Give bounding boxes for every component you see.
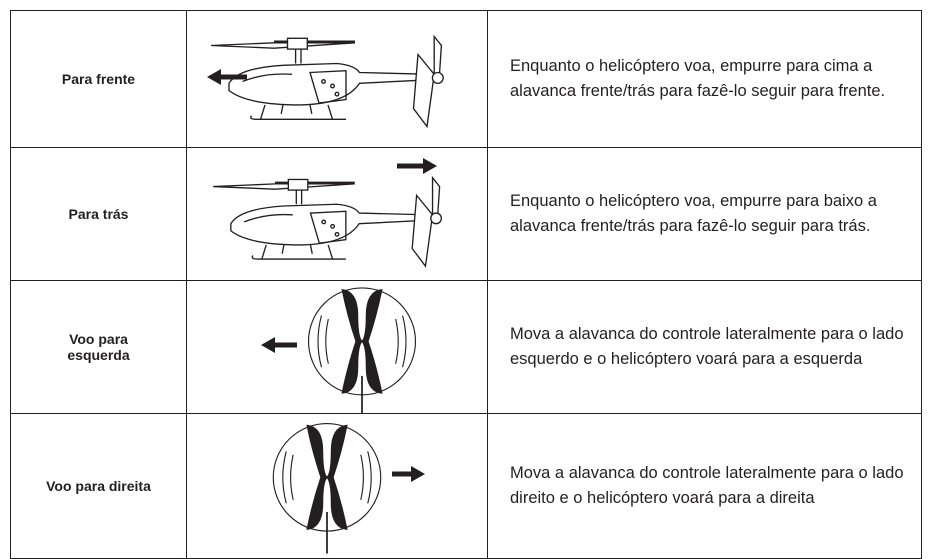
label: Para frente: [61, 71, 136, 87]
description: Mova a alavanca do controle lateralmente…: [510, 325, 904, 368]
description: Enquanto o helicóptero voa, empurre para…: [510, 192, 877, 235]
illustration-cell: [186, 147, 488, 281]
illustration-cell: [186, 280, 488, 414]
illustration-cell: [186, 10, 488, 148]
helicopter-forward: [207, 34, 445, 128]
label: Voo para direita: [46, 478, 151, 494]
row: Voo para esquerda Mova a alavanca do con…: [10, 280, 922, 414]
description: Enquanto o helicóptero voa, empurre para…: [510, 57, 886, 100]
label-cell: Voo para esquerda: [10, 280, 187, 414]
label: Para trás: [68, 206, 129, 222]
description-cell: Enquanto o helicóptero voa, empurre para…: [487, 147, 922, 281]
description-cell: Enquanto o helicóptero voa, empurre para…: [487, 10, 922, 148]
instruction-table: Para frente Enquanto o helicóptero voa, …: [10, 10, 922, 559]
label-cell: Para trás: [10, 147, 187, 281]
description: Mova a alavanca do controle lateralmente…: [510, 464, 904, 507]
description-cell: Mova a alavanca do controle lateralmente…: [487, 413, 922, 559]
row: Para trás Enquanto o helicóptero voa, em…: [10, 147, 922, 281]
label-cell: Para frente: [10, 10, 187, 148]
helicopter-backward: [211, 157, 443, 268]
rotor-right: [272, 422, 425, 555]
rotor-left: [261, 287, 417, 413]
label: Voo para esquerda: [67, 331, 130, 363]
illustration-cell: [186, 413, 488, 559]
row: Voo para direita Mova a alavanca do cont…: [10, 413, 922, 559]
row: Para frente Enquanto o helicóptero voa, …: [10, 10, 922, 148]
description-cell: Mova a alavanca do controle lateralmente…: [487, 280, 922, 414]
label-cell: Voo para direita: [10, 413, 187, 559]
